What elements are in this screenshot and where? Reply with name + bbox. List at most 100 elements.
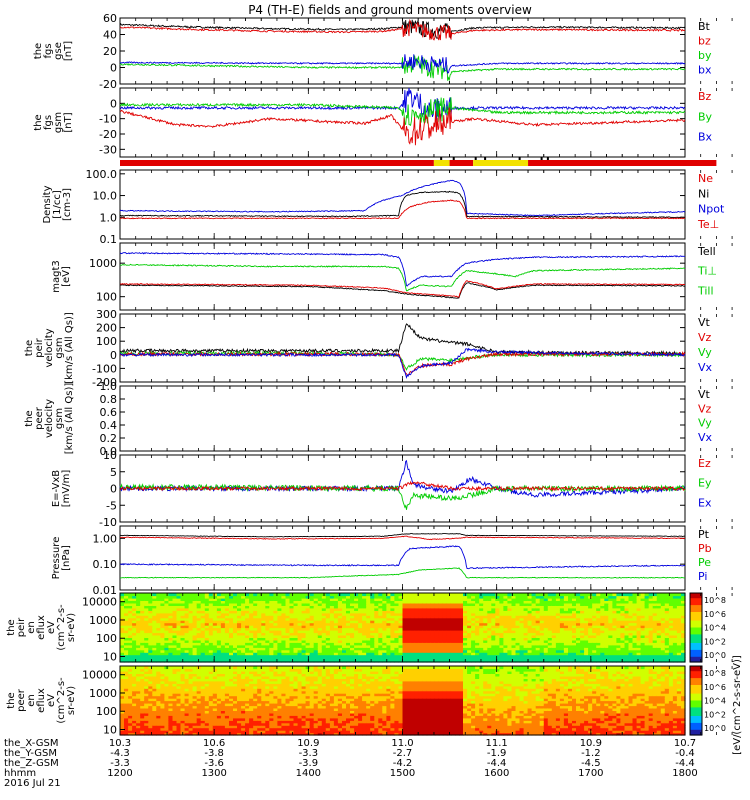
panel-peir-spectrogram-cell [152, 654, 157, 658]
panel-peir-spectrogram-cell [588, 630, 593, 634]
panel-peir-spectrogram-cell [434, 639, 440, 643]
panel-peir-spectrogram-cell [245, 639, 250, 643]
panel-peir-spectrogram-cell [249, 625, 254, 629]
panel-peir-spectrogram-cell [257, 593, 262, 597]
panel-peir-spectrogram-ylabel-line: sr-eV) [66, 613, 77, 642]
panel-peir-spectrogram-cell [584, 647, 589, 651]
panel-peir-spectrogram-cell [463, 602, 468, 606]
panel-peir-spectrogram-cell [269, 597, 274, 601]
panel-peir-spectrogram-cell [382, 600, 387, 604]
panel-temperature-legend-Ti⊥: Ti⊥ [697, 265, 717, 278]
panel-peir-spectrogram-cell [273, 612, 278, 616]
panel-temperature-ylabel-line: magt3 [51, 260, 62, 293]
panel-peir-spectrogram-cell [285, 659, 291, 663]
panel-peir-spectrogram-cell [208, 622, 214, 626]
panel-peir-spectrogram-cell [350, 600, 355, 604]
panel-peir-spectrogram-cell [551, 647, 557, 651]
panel-peir-spectrogram-cell [394, 639, 399, 643]
panel-peir-spectrogram-cell [535, 617, 541, 621]
panel-peir-spectrogram-ylabel-line: eflux [36, 615, 47, 640]
panel-peir-spectrogram-cell [515, 647, 521, 651]
panel-peir-spectrogram-cell [463, 654, 468, 658]
panel-peir-spectrogram-cell [438, 642, 444, 646]
panel-peir-spectrogram-cell [229, 615, 234, 619]
panel-peir-spectrogram-cell [390, 642, 395, 646]
panel-peir-spectrogram-cell [265, 647, 270, 651]
panel-peir-spectrogram-cell [620, 634, 625, 638]
panel-peir-spectrogram-cell [519, 615, 525, 619]
panel-peir-spectrogram-cell [156, 597, 161, 601]
panel-peir-spectrogram-cell [624, 595, 630, 599]
panel-peir-spectrogram-cell [576, 639, 581, 643]
panel-peir-spectrogram-cell [450, 649, 456, 653]
panel-peir-spectrogram-cell [422, 637, 428, 641]
panel-peir-spectrogram-cell [128, 654, 133, 658]
panel-peir-spectrogram-cell [140, 654, 145, 658]
panel-peir-spectrogram-cell [418, 649, 424, 653]
panel-peir-spectrogram-cell [442, 607, 448, 611]
panel-peir-spectrogram-cell [301, 597, 307, 601]
panel-peir-spectrogram-cell [596, 600, 601, 604]
panel-peir-spectrogram-cell [612, 649, 617, 653]
panel-peir-spectrogram-cell [592, 654, 597, 658]
panel-peir-spectrogram-cell [152, 620, 157, 624]
panel-peir-spectrogram-cell [124, 637, 129, 641]
panel-peir-spectrogram-cell [124, 654, 129, 658]
panel-peir-spectrogram-cell [459, 620, 464, 624]
panel-peir-spectrogram-cell [620, 654, 625, 658]
panel-peir-spectrogram-cell [253, 644, 258, 648]
panel-peir-spectrogram-cell [442, 600, 448, 604]
panel-peir-spectrogram-cell [660, 652, 666, 656]
panel-peir-spectrogram-cell [422, 652, 428, 656]
panel-peir-spectrogram-cell [128, 593, 133, 597]
panel-peir-spectrogram-cell [580, 625, 585, 629]
panel-peir-spectrogram-cell [233, 595, 238, 599]
panel-peir-spectrogram-cell [200, 600, 206, 604]
panel-peir-spectrogram-cell [523, 637, 529, 641]
panel-peir-spectrogram-cell [144, 605, 149, 609]
panel-peir-spectrogram-cell [301, 642, 307, 646]
panel-peir-spectrogram-cell [301, 654, 307, 658]
panel-peir-spectrogram-cell [144, 627, 149, 631]
panel-peir-spectrogram-cell [495, 634, 500, 638]
panel-peir-spectrogram-cell [374, 639, 379, 643]
panel-peir-spectrogram-cell [410, 639, 416, 643]
panel-peir-spectrogram-cell [410, 632, 416, 636]
panel-peir-spectrogram-cell [523, 657, 529, 661]
panel-peir-spectrogram-cell [640, 652, 646, 656]
panel-peir-spectrogram-cell [140, 644, 145, 648]
panel-peir-spectrogram-cell [588, 593, 593, 597]
panel-peir-spectrogram-cell [346, 654, 351, 658]
panel-peir-spectrogram-cell [342, 593, 347, 597]
panel-peir-spectrogram-cell [277, 617, 282, 621]
panel-peir-spectrogram-cell [596, 647, 601, 651]
panel-peir-spectrogram-cell [301, 637, 307, 641]
panel-peir-spectrogram-cell [350, 630, 355, 634]
panel-peir-spectrogram-cell [418, 605, 424, 609]
panel-peir-spectrogram-cell [148, 607, 153, 611]
panel-peir-spectrogram-cell [414, 612, 420, 616]
panel-peir-spectrogram-cell [531, 649, 537, 653]
panel-peir-spectrogram-cell [495, 644, 500, 648]
panel-peir-spectrogram-cell [660, 615, 666, 619]
panel-peir-spectrogram-cell [136, 625, 141, 629]
panel-peir-spectrogram-cell [547, 644, 553, 648]
panel-peir-spectrogram-cell [136, 610, 141, 614]
panel-peir-spectrogram-cell [531, 642, 537, 646]
panel-peir-spectrogram-cell [563, 615, 569, 619]
panel-peir-spectrogram-cell [483, 622, 488, 626]
panel-peir-spectrogram-cell [277, 630, 282, 634]
panel-peir-spectrogram-cell [366, 634, 371, 638]
panel-peir-spectrogram-cell [269, 605, 274, 609]
panel-peir-spectrogram-cell [410, 657, 416, 661]
panel-peir-spectrogram-cell [398, 642, 404, 646]
panel-peir-spectrogram-cell [398, 605, 404, 609]
panel-peir-spectrogram-cell [342, 637, 347, 641]
panel-peir-spectrogram-cell [568, 644, 573, 648]
panel-peir-spectrogram-cell [208, 654, 214, 658]
panel-peer-velocity-legend-Vy: Vy [698, 417, 712, 430]
panel-peir-spectrogram-cell [350, 642, 355, 646]
panel-peir-spectrogram-cell [559, 610, 565, 614]
panel-peir-spectrogram-cell [455, 639, 460, 643]
